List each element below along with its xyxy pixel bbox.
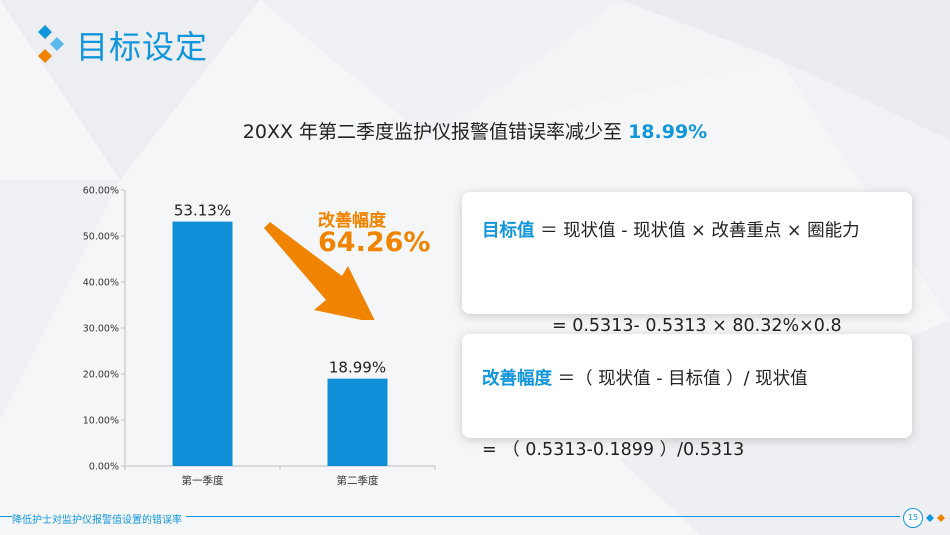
x-tick-label: 第一季度 [182,474,224,487]
page-number: 15 [903,508,923,528]
bar-chart: 0.00% 10.00% 20.00% 30.00% 40.00% 50.00% 60.00… [83,186,436,487]
y-tick-label: 50.00% [83,232,119,243]
decrease-arrow-icon [264,222,375,320]
target-expression: ＝ 现状值 - 现状值 × 改善重点 × 圈能力 [540,221,860,241]
y-tick-label: 40.00% [83,278,119,289]
y-tick-label: 20.00% [83,370,119,381]
target-formula-card [462,192,912,314]
bar-value-label: 18.99% [329,359,386,377]
improvement-expression: ＝（ 现状值 - 目标值 ）/ 现状值 [557,369,808,389]
target-key: 目标值 [482,221,535,241]
improvement-key: 改善幅度 [482,369,552,389]
improvement-label: 改善幅度 [318,211,386,231]
bar [172,221,233,466]
improvement-value: 64.26% [318,227,431,258]
headline: 20XX 年第二季度监护仪报警值错误率减少至 18.99% [0,117,950,144]
target-calculation: = 0.5313- 0.5313 × 80.32%×0.8 [552,316,842,336]
bar-value-label: 53.13% [174,202,231,220]
headline-text: 20XX 年第二季度监护仪报警值错误率减少至 [242,121,623,143]
headline-value: 18.99% [628,121,708,143]
logo-icon [38,25,64,63]
y-tick-label: 10.00% [83,416,119,427]
target-formula: 目标值 ＝ 现状值 - 现状值 × 改善重点 × 圈能力 [482,219,882,243]
improvement-formula-card [462,334,912,438]
footer-text: 降低护士对监护仪报警值设置的错误率 [12,511,186,526]
y-tick-label: 30.00% [83,324,119,335]
y-tick-label: 60.00% [83,186,119,197]
improvement-formula: 改善幅度 ＝（ 现状值 - 目标值 ）/ 现状值 [482,367,842,391]
page-title: 目标设定 [76,28,209,66]
footer-dots-icon [926,514,945,522]
y-tick-label: 0.00% [89,462,119,473]
footer-divider [0,516,900,517]
improvement-calculation: = （ 0.5313-0.1899 ）/0.5313 [482,440,745,460]
x-tick-label: 第二季度 [337,474,379,487]
bar [327,378,388,466]
